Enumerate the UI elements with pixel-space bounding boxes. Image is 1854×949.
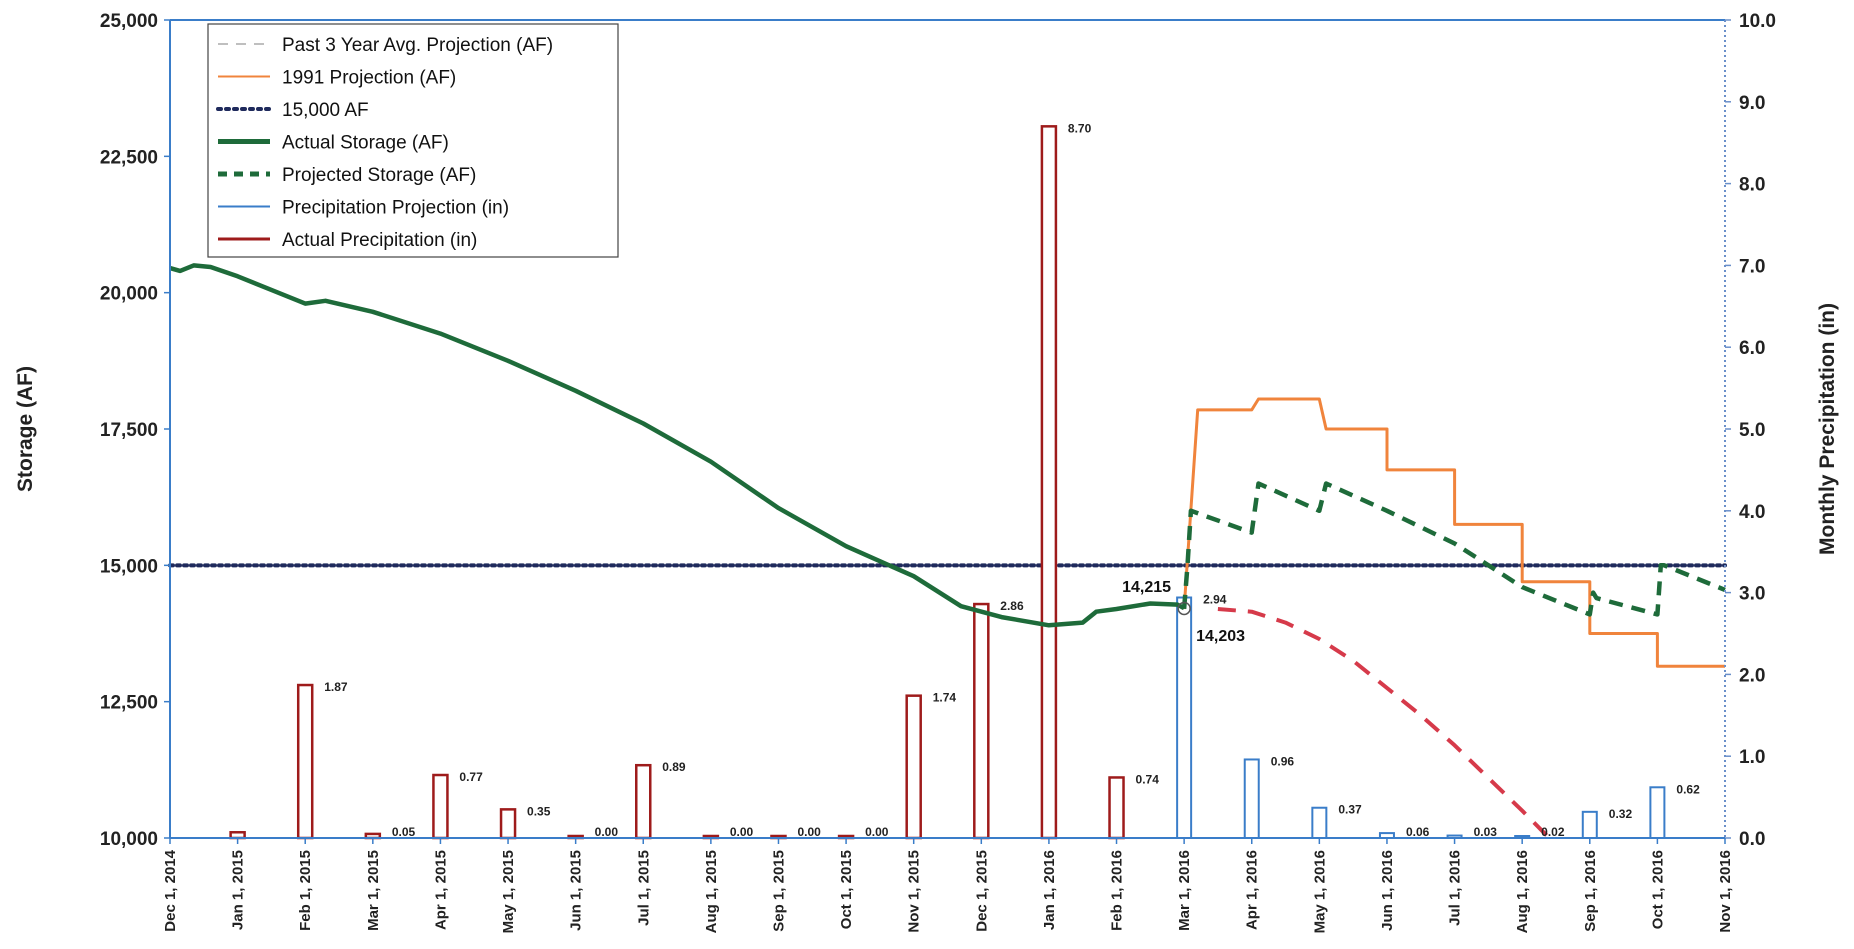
x-tick-label: May 1, 2015 bbox=[500, 850, 517, 933]
y2-tick-label: 9.0 bbox=[1739, 93, 1765, 114]
legend-item-label: Actual Precipitation (in) bbox=[282, 230, 477, 251]
x-tick-label: Apr 1, 2015 bbox=[432, 850, 449, 930]
actual-precipitation-bar bbox=[296, 683, 314, 840]
actual-precipitation-bar bbox=[432, 773, 449, 840]
precipitation-data-label: 0.74 bbox=[1136, 772, 1160, 786]
annotation-14215: 14,215 bbox=[1122, 579, 1171, 596]
y2-tick-label: 5.0 bbox=[1739, 420, 1765, 441]
y-tick-label: 10,000 bbox=[100, 829, 158, 850]
actual-precipitation-bar bbox=[635, 763, 652, 840]
y-axis-label: Storage (AF) bbox=[14, 366, 37, 492]
projected-storage-line bbox=[1181, 481, 1726, 617]
x-tick-label: Jun 1, 2016 bbox=[1379, 850, 1396, 931]
axes: 10,000 12,500 15,000 17,500 20,000 22,500 25,0… bbox=[100, 11, 1776, 933]
x-tick-label: Jan 1, 2016 bbox=[1041, 850, 1058, 930]
current-storage-marker bbox=[1177, 601, 1191, 616]
precipitation-data-label: 2.86 bbox=[1000, 599, 1024, 613]
x-tick-label: Mar 1, 2015 bbox=[365, 850, 382, 931]
x-tick-label: Dec 1, 2014 bbox=[162, 849, 179, 931]
x-tick-label: Sep 1, 2015 bbox=[770, 850, 787, 932]
x-tick-label: Feb 1, 2016 bbox=[1109, 850, 1126, 931]
precipitation-data-label: 8.70 bbox=[1068, 121, 1092, 135]
x-tick-label: Feb 1, 2015 bbox=[297, 850, 314, 931]
y2-tick-label: 2.0 bbox=[1739, 665, 1765, 686]
precipitation-data-label: 0.02 bbox=[1541, 825, 1565, 839]
precipitation-projection-bar bbox=[1581, 810, 1598, 839]
precipitation-data-label: 0.00 bbox=[865, 825, 889, 839]
actual-precipitation-bar bbox=[905, 694, 922, 840]
legend-item-label: 1991 Projection (AF) bbox=[282, 68, 456, 89]
actual-precipitation-bar bbox=[499, 808, 517, 840]
actual-precipitation-bar bbox=[1108, 776, 1125, 840]
x-tick-label: Mar 1, 2016 bbox=[1176, 850, 1193, 931]
actual-storage-line bbox=[169, 263, 1186, 628]
data-labels: 1.87 0.05 0.77 0.35 0.00 0.89 0.00 0.00 0.00 1.74… bbox=[324, 121, 1700, 839]
precipitation-projection-bar bbox=[1311, 806, 1328, 840]
legend-item-label: Actual Storage (AF) bbox=[282, 133, 449, 154]
y2-tick-label: 6.0 bbox=[1739, 338, 1765, 359]
precipitation-data-label: 0.06 bbox=[1406, 825, 1430, 839]
x-tick-label: Nov 1, 2015 bbox=[906, 850, 923, 933]
y2-tick-label: 8.0 bbox=[1739, 175, 1765, 196]
x-tick-label: Nov 1, 2016 bbox=[1717, 850, 1734, 933]
y-tick-label: 22,500 bbox=[100, 147, 158, 168]
precipitation-projection-bar bbox=[1176, 596, 1193, 839]
x-tick-label: Jun 1, 2015 bbox=[568, 850, 585, 931]
annotation-14203: 14,203 bbox=[1196, 628, 1245, 645]
x-tick-label: Oct 1, 2015 bbox=[838, 850, 855, 929]
x-tick-label: Dec 1, 2015 bbox=[973, 850, 990, 932]
y-tick-label: 25,000 bbox=[100, 11, 158, 32]
y-tick-label: 17,500 bbox=[100, 420, 158, 441]
precipitation-data-label: 0.32 bbox=[1609, 807, 1633, 821]
precipitation-data-label: 0.35 bbox=[527, 804, 551, 818]
precipitation-data-label: 2.94 bbox=[1203, 593, 1227, 607]
x-tick-label: Apr 1, 2016 bbox=[1244, 850, 1261, 930]
actual-precipitation-bar bbox=[973, 602, 990, 840]
y-tick-label: 12,500 bbox=[100, 693, 158, 714]
precipitation-data-label: 0.96 bbox=[1271, 754, 1295, 768]
past-3-year-avg-projection-line bbox=[1217, 607, 1551, 840]
legend-box bbox=[207, 23, 619, 258]
y2-tick-label: 3.0 bbox=[1739, 584, 1765, 605]
y2-tick-label: 7.0 bbox=[1739, 256, 1765, 277]
precipitation-data-label: 0.00 bbox=[730, 825, 754, 839]
y-tick-label: 15,000 bbox=[100, 556, 158, 577]
x-tick-label: Aug 1, 2016 bbox=[1514, 850, 1531, 933]
series-lines bbox=[169, 263, 1726, 840]
x-tick-label: Jul 1, 2015 bbox=[635, 850, 652, 926]
x-tick-label: Oct 1, 2016 bbox=[1649, 850, 1666, 929]
y2-tick-label: 1.0 bbox=[1739, 747, 1765, 768]
y2-tick-label: 10.0 bbox=[1739, 11, 1776, 32]
precipitation-projection-bar bbox=[1649, 786, 1666, 839]
x-tick-label: Jan 1, 2015 bbox=[230, 850, 247, 930]
legend-item-label: Projected Storage (AF) bbox=[282, 165, 476, 186]
y2-tick-label: 4.0 bbox=[1739, 502, 1765, 523]
precipitation-projection-bar bbox=[1243, 758, 1260, 839]
precipitation-data-label: 0.03 bbox=[1474, 825, 1498, 839]
x-tick-label: Aug 1, 2015 bbox=[703, 850, 720, 933]
x-tick-label: Sep 1, 2016 bbox=[1582, 850, 1599, 932]
precipitation-data-label: 0.89 bbox=[662, 760, 686, 774]
y2-tick-label: 0.0 bbox=[1739, 829, 1765, 850]
y-tick-label: 20,000 bbox=[100, 284, 158, 305]
precipitation-data-label: 0.77 bbox=[459, 770, 483, 784]
precipitation-data-label: 0.37 bbox=[1338, 803, 1362, 817]
legend-item-label: Precipitation Projection (in) bbox=[282, 198, 509, 219]
precipitation-data-label: 0.00 bbox=[595, 825, 619, 839]
precipitation-data-label: 0.62 bbox=[1676, 782, 1700, 796]
legend-item-label: 15,000 AF bbox=[282, 100, 369, 121]
actual-precipitation-bar bbox=[1040, 125, 1058, 840]
precipitation-data-label: 0.05 bbox=[392, 825, 416, 839]
legend-item-label: Past 3 Year Avg. Projection (AF) bbox=[282, 35, 553, 56]
precipitation-data-label: 1.74 bbox=[933, 691, 957, 705]
1991-projection-line bbox=[1182, 397, 1725, 668]
precipitation-data-label: 0.00 bbox=[797, 825, 821, 839]
y2-axis-label: Monthly Precipitation (in) bbox=[1816, 303, 1839, 555]
precipitation-data-label: 1.87 bbox=[324, 680, 348, 694]
x-tick-label: Jul 1, 2016 bbox=[1447, 850, 1464, 926]
legend: Past 3 Year Avg. Projection (AF) 1991 Pro… bbox=[207, 23, 619, 258]
x-tick-label: May 1, 2016 bbox=[1311, 850, 1328, 933]
